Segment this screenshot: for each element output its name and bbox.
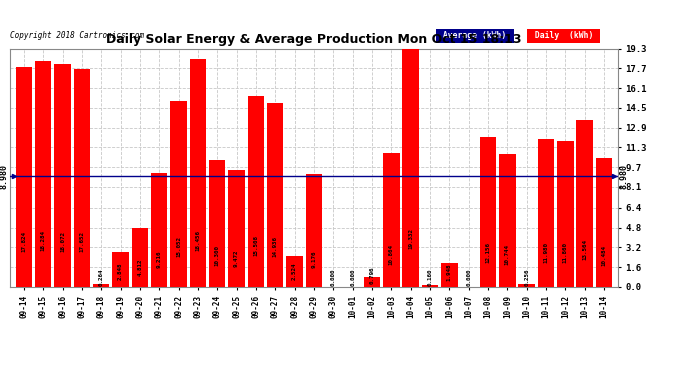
Text: 8.980: 8.980 bbox=[0, 164, 8, 189]
Bar bbox=[170, 101, 187, 287]
Text: 8.980: 8.980 bbox=[620, 164, 629, 189]
Text: 9.472: 9.472 bbox=[234, 250, 239, 267]
Bar bbox=[595, 158, 612, 287]
Text: 11.860: 11.860 bbox=[563, 242, 568, 263]
Bar bbox=[286, 256, 303, 287]
Text: Daily  (kWh): Daily (kWh) bbox=[529, 32, 598, 40]
Text: 1.948: 1.948 bbox=[447, 264, 452, 281]
Bar bbox=[55, 64, 71, 287]
Text: 17.824: 17.824 bbox=[21, 231, 26, 252]
Bar bbox=[112, 252, 129, 287]
Text: 19.332: 19.332 bbox=[408, 228, 413, 249]
Text: 10.484: 10.484 bbox=[602, 244, 607, 266]
Text: 4.812: 4.812 bbox=[137, 259, 142, 276]
Text: Copyright 2018 Cartronics.com: Copyright 2018 Cartronics.com bbox=[10, 32, 144, 40]
Bar bbox=[538, 139, 554, 287]
Text: 9.216: 9.216 bbox=[157, 251, 161, 268]
Bar bbox=[499, 154, 515, 287]
Bar bbox=[248, 96, 264, 287]
Text: 13.564: 13.564 bbox=[582, 239, 587, 260]
Text: 11.980: 11.980 bbox=[544, 242, 549, 263]
Text: 18.072: 18.072 bbox=[60, 231, 65, 252]
Bar bbox=[190, 59, 206, 287]
Bar bbox=[576, 120, 593, 287]
Title: Daily Solar Energy & Average Production Mon Oct 15 18:13: Daily Solar Energy & Average Production … bbox=[106, 33, 522, 46]
Text: 2.524: 2.524 bbox=[292, 263, 297, 280]
Bar bbox=[267, 103, 284, 287]
Bar bbox=[383, 153, 400, 287]
Bar bbox=[132, 228, 148, 287]
Text: 15.508: 15.508 bbox=[253, 236, 259, 256]
Text: 0.796: 0.796 bbox=[369, 266, 375, 284]
Text: 12.156: 12.156 bbox=[486, 242, 491, 262]
Text: 0.000: 0.000 bbox=[466, 269, 471, 286]
Text: 10.864: 10.864 bbox=[388, 244, 394, 265]
Text: 0.000: 0.000 bbox=[331, 269, 336, 286]
Bar bbox=[557, 141, 573, 287]
Bar bbox=[441, 263, 457, 287]
Text: 15.052: 15.052 bbox=[176, 236, 181, 257]
Text: 18.456: 18.456 bbox=[195, 230, 200, 251]
Text: 10.744: 10.744 bbox=[505, 244, 510, 265]
Bar bbox=[480, 137, 496, 287]
Text: 14.936: 14.936 bbox=[273, 236, 278, 257]
Bar bbox=[93, 284, 110, 287]
Text: 9.176: 9.176 bbox=[311, 251, 317, 268]
Bar bbox=[518, 284, 535, 287]
Bar bbox=[16, 67, 32, 287]
Bar bbox=[209, 160, 226, 287]
Bar bbox=[402, 48, 419, 287]
Text: 0.000: 0.000 bbox=[350, 269, 355, 286]
Text: 0.264: 0.264 bbox=[99, 269, 103, 286]
Bar bbox=[74, 69, 90, 287]
Bar bbox=[306, 174, 322, 287]
Bar bbox=[422, 285, 438, 287]
Bar bbox=[228, 170, 245, 287]
Bar bbox=[151, 173, 168, 287]
Text: 0.256: 0.256 bbox=[524, 269, 529, 286]
Text: 2.848: 2.848 bbox=[118, 262, 123, 280]
Text: 0.160: 0.160 bbox=[428, 269, 433, 286]
Text: Average (kWh): Average (kWh) bbox=[438, 32, 511, 40]
Bar bbox=[364, 277, 380, 287]
Text: 18.284: 18.284 bbox=[41, 230, 46, 251]
Text: 17.652: 17.652 bbox=[79, 231, 84, 252]
Text: 10.300: 10.300 bbox=[215, 245, 219, 266]
Bar bbox=[35, 61, 52, 287]
